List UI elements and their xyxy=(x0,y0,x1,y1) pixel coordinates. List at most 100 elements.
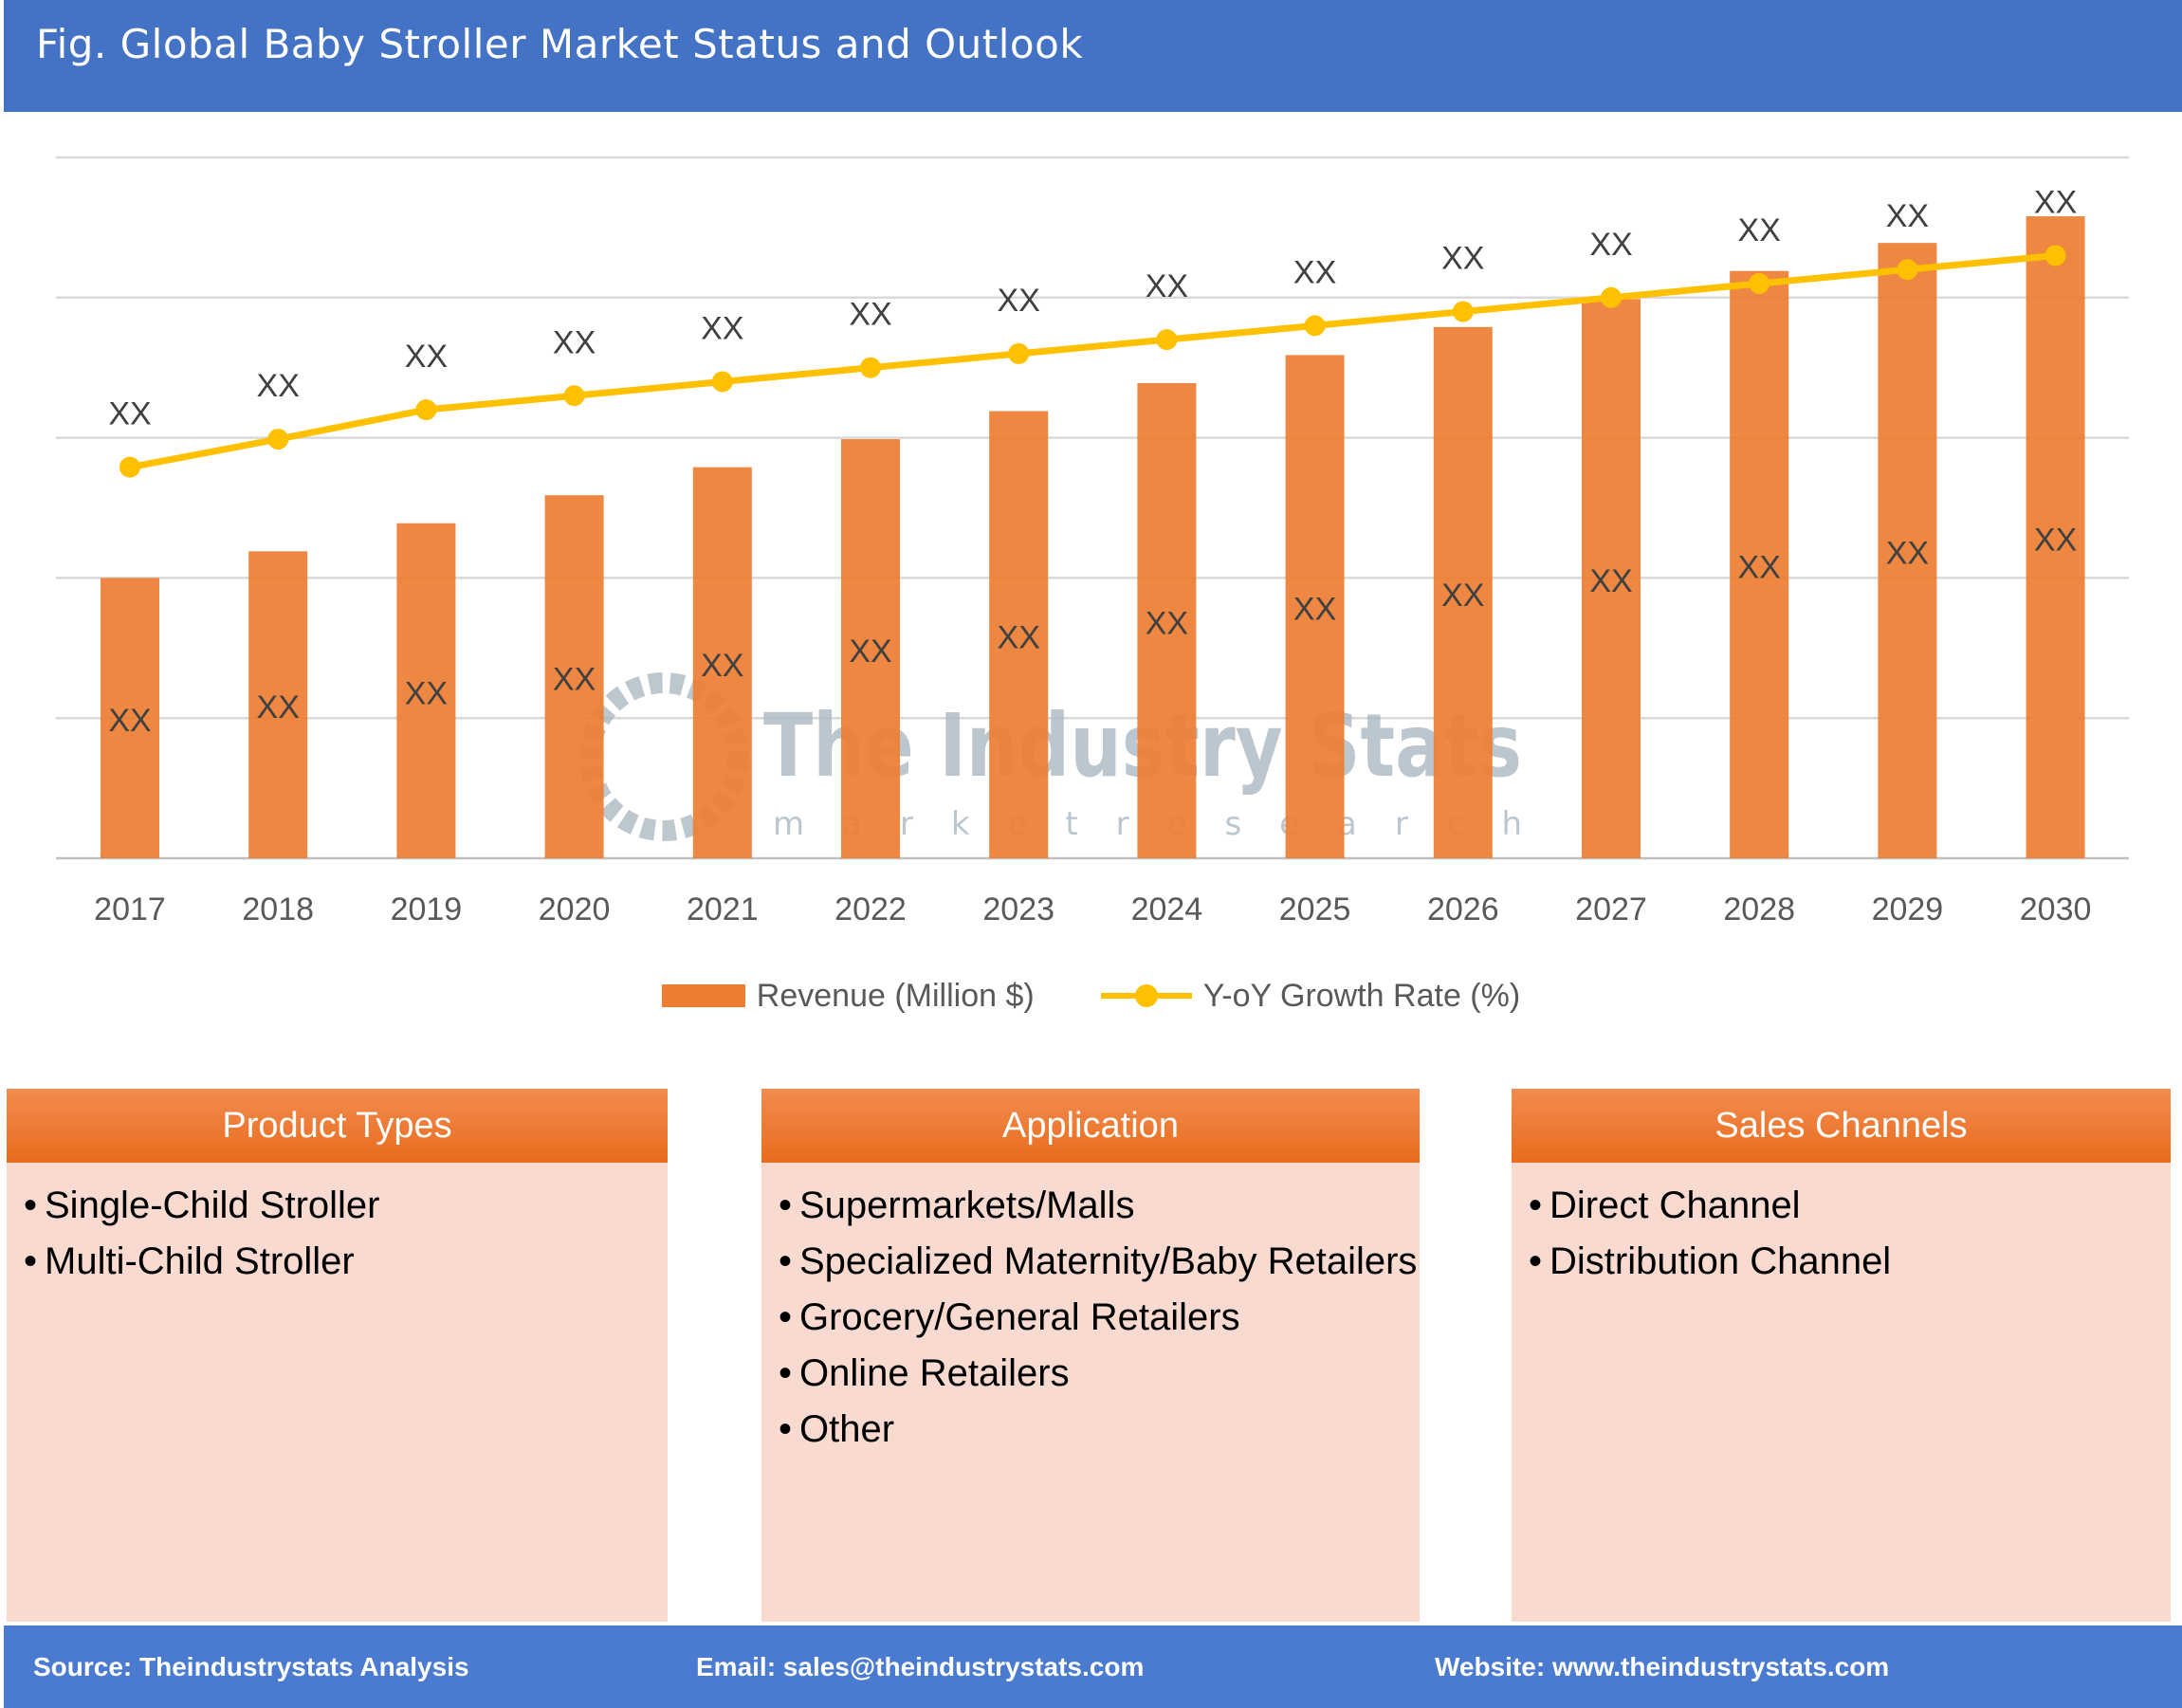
panel-list: Direct Channel Distribution Channel xyxy=(1512,1163,2171,1285)
bar-2029 xyxy=(1878,243,1937,858)
growth-point-2029 xyxy=(1897,259,1918,281)
bar-data-label: XX xyxy=(2034,523,2077,559)
list-item: Specialized Maternity/Baby Retailers xyxy=(779,1238,1420,1285)
list-item: Other xyxy=(779,1405,1420,1453)
panel-title: Product Types xyxy=(7,1089,668,1163)
line-data-label: XX xyxy=(1293,254,1336,290)
bar-data-label: XX xyxy=(405,675,448,711)
x-tick-label: 2028 xyxy=(1723,891,1795,927)
bar-2023 xyxy=(989,411,1049,858)
bar-2026 xyxy=(1433,326,1493,858)
legend-label: Y-oY Growth Rate (%) xyxy=(1202,977,1521,1014)
line-data-label: XX xyxy=(701,310,743,346)
growth-point-2025 xyxy=(1304,315,1326,337)
footer-email[interactable]: Email: sales@theindustrystats.com xyxy=(696,1652,1145,1681)
legend-item-revenue: Revenue (Million $) xyxy=(661,977,1035,1015)
list-item: Grocery/General Retailers xyxy=(779,1294,1420,1341)
x-tick-label: 2017 xyxy=(94,891,166,927)
bar-2019 xyxy=(396,523,456,858)
bar-2022 xyxy=(841,439,900,858)
x-tick-label: 2025 xyxy=(1279,891,1351,927)
bar-data-label: XX xyxy=(1293,592,1336,628)
panel-application: Application Supermarkets/Malls Specializ… xyxy=(761,1089,1420,1622)
panel-list: Supermarkets/Malls Specialized Maternity… xyxy=(761,1163,1420,1453)
list-item: Distribution Channel xyxy=(1529,1238,2171,1285)
bar-2030 xyxy=(2026,216,2085,858)
panel-title: Sales Channels xyxy=(1512,1089,2171,1163)
x-tick-label: 2027 xyxy=(1575,891,1647,927)
line-data-label: XX xyxy=(1441,241,1484,277)
growth-point-2019 xyxy=(415,399,437,421)
bar-data-label: XX xyxy=(1738,549,1781,585)
x-tick-label: 2021 xyxy=(687,891,759,927)
bar-data-label: XX xyxy=(553,662,596,698)
bar-2024 xyxy=(1137,382,1197,858)
growth-point-2026 xyxy=(1452,301,1474,322)
legend: Revenue (Million $) Y-oY Growth Rate (%) xyxy=(0,977,2182,1015)
bar-2021 xyxy=(692,467,752,858)
footer-website[interactable]: Website: www.theindustrystats.com xyxy=(1435,1652,1890,1681)
bar-data-label: XX xyxy=(701,648,743,684)
panel-sales-channels: Sales Channels Direct Channel Distributi… xyxy=(1512,1089,2171,1622)
growth-point-2028 xyxy=(1749,273,1770,295)
x-tick-label: 2024 xyxy=(1131,891,1203,927)
footer-source: Source: Theindustrystats Analysis xyxy=(33,1652,469,1681)
growth-point-2021 xyxy=(711,371,733,393)
list-item: Multi-Child Stroller xyxy=(24,1238,668,1285)
line-data-label: XX xyxy=(2034,184,2077,220)
x-tick-label: 2022 xyxy=(834,891,907,927)
line-data-label: XX xyxy=(405,339,448,375)
line-data-label: XX xyxy=(1146,268,1188,304)
bar-2025 xyxy=(1285,355,1345,858)
bar-2020 xyxy=(544,495,604,858)
bar-2017 xyxy=(101,578,159,858)
growth-point-2027 xyxy=(1601,286,1622,308)
growth-point-2023 xyxy=(1008,342,1030,364)
x-tick-label: 2030 xyxy=(2020,891,2092,927)
line-data-label: XX xyxy=(553,324,596,360)
growth-point-2020 xyxy=(563,385,585,407)
growth-line xyxy=(129,251,2056,471)
bar-2027 xyxy=(1582,299,1641,858)
footer: Source: Theindustrystats Analysis Email:… xyxy=(4,1625,2182,1708)
bar-2018 xyxy=(248,551,308,858)
growth-point-2018 xyxy=(267,429,289,450)
growth-point-2017 xyxy=(119,456,140,478)
line-data-label: XX xyxy=(849,297,891,333)
bar-2028 xyxy=(1730,270,1789,858)
panel-title: Application xyxy=(761,1089,1420,1163)
panel-product-types: Product Types Single-Child Stroller Mult… xyxy=(7,1089,668,1622)
x-tick-label: 2026 xyxy=(1427,891,1499,927)
growth-point-2030 xyxy=(2044,245,2066,266)
line-data-label: XX xyxy=(1738,212,1781,248)
x-tick-label: 2020 xyxy=(539,891,611,927)
growth-point-2024 xyxy=(1156,329,1178,351)
growth-point-2022 xyxy=(860,357,881,378)
title-banner: Fig. Global Baby Stroller Market Status … xyxy=(4,0,2182,112)
panel-list: Single-Child Stroller Multi-Child Stroll… xyxy=(7,1163,668,1285)
bar-data-label: XX xyxy=(108,703,151,739)
list-item: Single-Child Stroller xyxy=(24,1182,668,1229)
page-title: Fig. Global Baby Stroller Market Status … xyxy=(36,21,1084,67)
bar-data-label: XX xyxy=(998,619,1040,655)
list-item: Online Retailers xyxy=(779,1350,1420,1397)
line-data-label: XX xyxy=(257,368,300,404)
bar-data-label: XX xyxy=(257,689,300,725)
x-tick-label: 2023 xyxy=(982,891,1054,927)
line-data-label: XX xyxy=(108,396,151,432)
x-tick-label: 2019 xyxy=(391,891,463,927)
line-data-label: XX xyxy=(1589,227,1632,263)
bar-data-label: XX xyxy=(1146,605,1188,641)
list-item: Supermarkets/Malls xyxy=(779,1182,1420,1229)
bar-data-label: XX xyxy=(1589,563,1632,599)
bar-data-label: XX xyxy=(849,634,891,670)
legend-label: Revenue (Million $) xyxy=(756,977,1035,1014)
x-tick-label: 2018 xyxy=(242,891,314,927)
legend-item-growth: Y-oY Growth Rate (%) xyxy=(1100,977,1521,1015)
bar-data-label: XX xyxy=(1441,578,1484,614)
line-data-label: XX xyxy=(1886,198,1929,234)
legend-swatch-bar xyxy=(661,984,745,1007)
legend-swatch-line xyxy=(1100,977,1192,1015)
x-tick-label: 2029 xyxy=(1872,891,1944,927)
